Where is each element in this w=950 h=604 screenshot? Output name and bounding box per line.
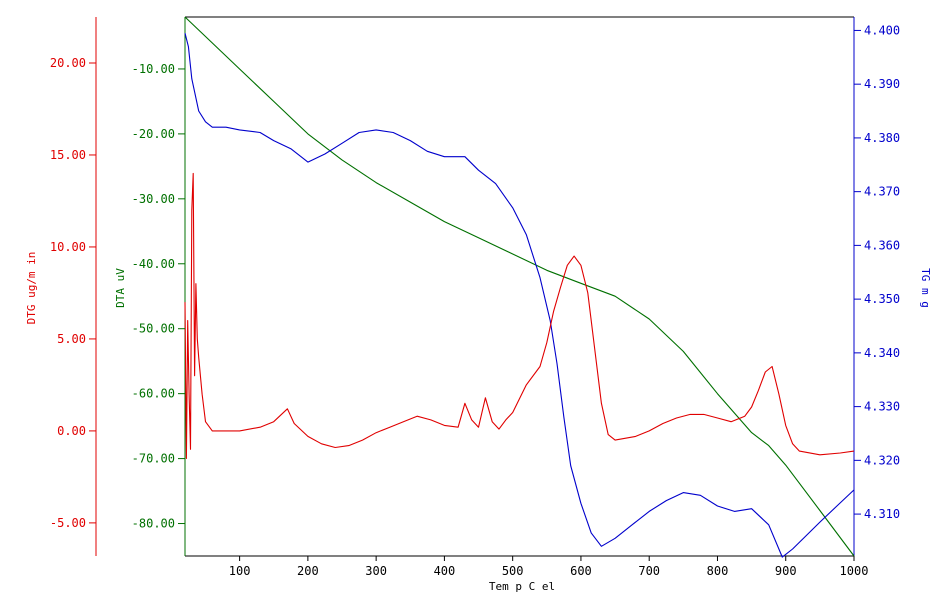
- dta-tick-label: -40.00: [132, 257, 175, 271]
- x-tick-label: 900: [775, 564, 797, 578]
- dta-tick-label: -70.00: [132, 452, 175, 466]
- x-tick-label: 800: [707, 564, 729, 578]
- dta-axis-label: DTA uV: [114, 268, 127, 308]
- x-tick-label: 700: [638, 564, 660, 578]
- tg-axis-label: TG m g: [919, 268, 932, 308]
- dta-tick-label: -80.00: [132, 517, 175, 531]
- dtg-tick-label: 20.00: [50, 56, 86, 70]
- tg-tick-label: 4.330: [864, 400, 900, 414]
- dta-tick-label: -30.00: [132, 192, 175, 206]
- dta-tick-label: -20.00: [132, 127, 175, 141]
- x-axis-label: Tem p C el: [489, 580, 555, 593]
- x-tick-label: 200: [297, 564, 319, 578]
- dtg-tick-label: 0.00: [57, 424, 86, 438]
- tg-series-line: [184, 32, 855, 558]
- tg-tick-label: 4.340: [864, 346, 900, 360]
- dtg-tick-label: 10.00: [50, 240, 86, 254]
- tg-tick-label: 4.370: [864, 185, 900, 199]
- tg-tick-label: 4.390: [864, 77, 900, 91]
- x-tick-label: 600: [570, 564, 592, 578]
- dtg-tick-label: 15.00: [50, 148, 86, 162]
- tg-tick-label: 4.350: [864, 292, 900, 306]
- x-tick-label: 500: [502, 564, 524, 578]
- dtg-axis-label: DTG ug/m in: [25, 252, 38, 325]
- dtg-tick-label: 5.00: [57, 332, 86, 346]
- dtg-tick-label: -5.00: [50, 516, 86, 530]
- dta-tick-label: -10.00: [132, 62, 175, 76]
- dta-tick-label: -50.00: [132, 322, 175, 336]
- tg-tick-label: 4.400: [864, 23, 900, 37]
- tg-tick-label: 4.320: [864, 453, 900, 467]
- x-tick-label: 1000: [840, 564, 869, 578]
- tg-tick-label: 4.310: [864, 507, 900, 521]
- x-tick-label: 100: [229, 564, 251, 578]
- dta-tick-label: -60.00: [132, 387, 175, 401]
- tg-tick-label: 4.360: [864, 238, 900, 252]
- dtg-series-line: [184, 172, 855, 460]
- tg-tick-label: 4.380: [864, 131, 900, 145]
- dta-series-line: [184, 16, 855, 557]
- x-tick-label: 400: [434, 564, 456, 578]
- x-tick-label: 300: [365, 564, 387, 578]
